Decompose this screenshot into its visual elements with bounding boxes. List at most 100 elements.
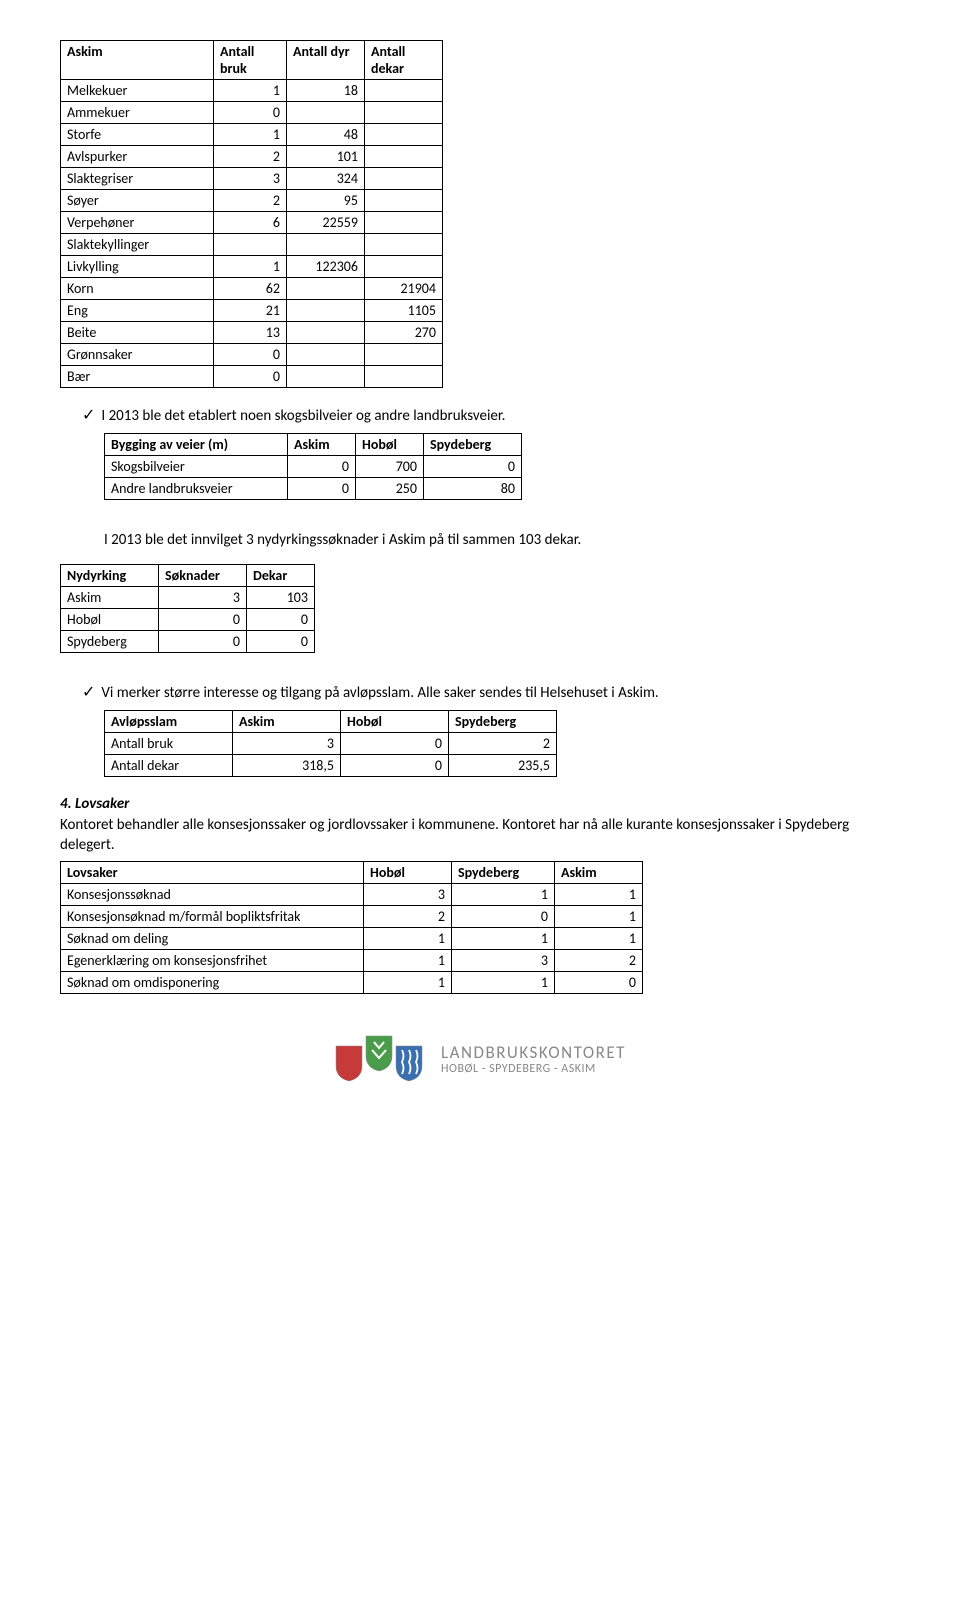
table-cell: 1 (555, 906, 643, 928)
table-cell: 1 (555, 884, 643, 906)
table-bygging-veier: Bygging av veier (m)AskimHobølSpydebergS… (104, 433, 522, 500)
table-row: Egenerklæring om konsesjonsfrihet132 (61, 950, 643, 972)
table-row: Andre landbruksveier025080 (105, 477, 522, 499)
table-cell: Avlspurker (61, 146, 214, 168)
table-cell: 3 (214, 168, 287, 190)
table-cell: 1 (214, 124, 287, 146)
table-cell: Egenerklæring om konsesjonsfrihet (61, 950, 364, 972)
table-cell: 22559 (287, 212, 365, 234)
table-row: Korn6221904 (61, 278, 443, 300)
table-row: Skogsbilveier07000 (105, 455, 522, 477)
table-cell: Søknad om deling (61, 928, 364, 950)
table-nydyrking: NydyrkingSøknaderDekarAskim3103Hobøl00Sp… (60, 564, 315, 653)
table-cell: 0 (159, 609, 247, 631)
table-cell: Antall bruk (105, 732, 233, 754)
table-cell: Søknad om omdisponering (61, 972, 364, 994)
table-row: Avlspurker2101 (61, 146, 443, 168)
table-cell (365, 344, 443, 366)
table-cell: 3 (364, 884, 452, 906)
table-header: Hobøl (364, 862, 452, 884)
table-header: Askim (555, 862, 643, 884)
table-lovsaker: LovsakerHobølSpydebergAskimKonsesjonssøk… (60, 861, 643, 994)
table-cell: Andre landbruksveier (105, 477, 288, 499)
table-cell (365, 80, 443, 102)
table-cell: 122306 (287, 256, 365, 278)
table-cell: Antall dekar (105, 754, 233, 776)
table-cell: 1 (452, 884, 555, 906)
table-cell: 700 (356, 455, 424, 477)
table-header: Spydeberg (452, 862, 555, 884)
table-cell: 6 (214, 212, 287, 234)
table-askim: AskimAntall brukAntall dyrAntall dekarMe… (60, 40, 443, 388)
table-cell: 1 (452, 972, 555, 994)
table-cell: 0 (214, 344, 287, 366)
table-cell (365, 102, 443, 124)
table-row: Beite13270 (61, 322, 443, 344)
table-cell: 3 (452, 950, 555, 972)
table-cell (365, 234, 443, 256)
table-cell: 1 (555, 928, 643, 950)
table-cell: Askim (61, 587, 159, 609)
table-cell (287, 102, 365, 124)
table-cell (365, 366, 443, 388)
table-row: Konsesjonssøknad311 (61, 884, 643, 906)
table-cell: 250 (356, 477, 424, 499)
table-cell: 0 (288, 477, 356, 499)
table-header: Hobøl (356, 433, 424, 455)
table-header: Avløpsslam (105, 710, 233, 732)
table-cell: 1105 (365, 300, 443, 322)
table-cell: 21904 (365, 278, 443, 300)
section-4-title: 4. Lovsaker (60, 795, 900, 813)
table-cell: Melkekuer (61, 80, 214, 102)
table-cell: Hobøl (61, 609, 159, 631)
table-cell: 2 (449, 732, 557, 754)
table-header: Bygging av veier (m) (105, 433, 288, 455)
table-cell (287, 322, 365, 344)
bullet-avlopsslam: ✓ Vi merker større interesse og tilgang … (82, 683, 900, 704)
table-cell (287, 234, 365, 256)
table-cell: 2 (364, 906, 452, 928)
table-cell: 0 (159, 631, 247, 653)
table-cell: Storfe (61, 124, 214, 146)
table-cell: 1 (364, 972, 452, 994)
table-cell: 324 (287, 168, 365, 190)
shield-group (334, 1034, 429, 1086)
table-cell: Eng (61, 300, 214, 322)
table-cell: Grønnsaker (61, 344, 214, 366)
table-cell: 3 (233, 732, 341, 754)
table-cell: 0 (214, 102, 287, 124)
table-cell: Slaktekyllinger (61, 234, 214, 256)
table-row: Antall dekar318,50235,5 (105, 754, 557, 776)
table-cell: 18 (287, 80, 365, 102)
footer-line2: HOBØL - SPYDEBERG - ASKIM (441, 1063, 626, 1076)
footer-logo: LANDBRUKSKONTORET HOBØL - SPYDEBERG - AS… (60, 1034, 900, 1086)
table-cell: 95 (287, 190, 365, 212)
table-header: Askim (288, 433, 356, 455)
table-header: Antall dekar (365, 41, 443, 80)
table-cell: 0 (288, 455, 356, 477)
table-row: Bær0 (61, 366, 443, 388)
table-cell (287, 366, 365, 388)
table-cell: 21 (214, 300, 287, 322)
table-row: Grønnsaker0 (61, 344, 443, 366)
bullet-skogsbilveier: ✓ I 2013 ble det etablert noen skogsbilv… (82, 406, 900, 427)
table-cell: 1 (452, 928, 555, 950)
table-cell: 0 (214, 366, 287, 388)
table-row: Slaktegriser3324 (61, 168, 443, 190)
table-row: Søknad om omdisponering110 (61, 972, 643, 994)
table-header: Askim (233, 710, 341, 732)
table-cell: 0 (452, 906, 555, 928)
table-cell: 1 (364, 928, 452, 950)
section-4-text: Kontoret behandler alle konsesjonssaker … (60, 815, 900, 856)
table-cell: 1 (364, 950, 452, 972)
table-row: Askim3103 (61, 587, 315, 609)
table-cell: 13 (214, 322, 287, 344)
table-cell: 235,5 (449, 754, 557, 776)
table-avlopsslam: AvløpsslamAskimHobølSpydebergAntall bruk… (104, 710, 557, 777)
table-cell (365, 190, 443, 212)
table-cell: 1 (214, 80, 287, 102)
table-cell: 2 (214, 190, 287, 212)
table-header: Askim (61, 41, 214, 80)
table-cell: Korn (61, 278, 214, 300)
table-row: Søyer295 (61, 190, 443, 212)
